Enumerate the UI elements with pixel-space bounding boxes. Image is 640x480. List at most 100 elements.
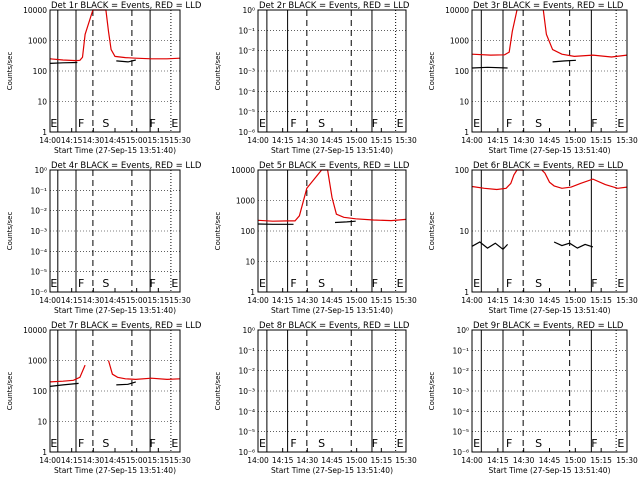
x-tick-label: 14:15 [487,456,509,465]
interval-marker-label: F [290,277,296,290]
x-tick-label: 14:15 [487,136,509,145]
interval-marker-label: E [50,277,57,290]
events-series-line [116,59,136,63]
plot-frame [49,9,181,133]
y-tick-label: 100 [455,166,470,175]
y-tick-label: 1000 [236,197,255,206]
interval-marker-label: E [397,277,404,290]
y-axis-label: Counts/sec [214,372,222,411]
interval-marker-label: F [372,277,378,290]
y-tick-label: 1 [464,128,469,137]
y-axis-label: Counts/sec [6,212,14,251]
x-tick-label: 15:00 [346,136,368,145]
x-tick-label: 15:30 [616,136,638,145]
y-tick-label: 100 [33,387,48,396]
y-tick-label: 10 [245,258,255,267]
x-tick-label: 14:30 [83,456,105,465]
interval-marker-label: S [318,117,325,130]
y-axis-label: Counts/sec [428,372,436,411]
x-tick-label: 14:15 [272,136,294,145]
lld-series-line [471,169,524,191]
events-series-line [334,220,356,224]
events-series-line [49,61,78,64]
x-tick-label: 14:15 [61,296,83,305]
y-tick-label: 1000 [28,37,47,46]
x-tick-label: 14:15 [61,136,83,145]
x-tick-label: 14:45 [104,296,126,305]
x-tick-label: 14:45 [104,456,126,465]
x-tick-label: 14:30 [513,136,535,145]
x-tick-label: 15:15 [148,296,170,305]
x-tick-label: 15:00 [126,456,148,465]
panel-title: Det 1r BLACK = Events, RED = LLD [51,1,202,11]
y-tick-label: 10⁻³ [30,227,47,236]
x-tick-label: 15:30 [395,456,417,465]
interval-marker-label: S [535,117,542,130]
x-tick-label: 15:00 [565,136,587,145]
panel-title: Det 5r BLACK = Events, RED = LLD [259,161,410,171]
y-tick-label: 10⁰ [456,326,469,335]
interval-marker-label: E [473,117,480,130]
y-tick-label: 10⁻³ [452,387,469,396]
interval-marker-label: F [591,117,597,130]
x-tick-label: 14:30 [513,456,535,465]
interval-marker-label: F [78,277,84,290]
y-tick-label: 10⁻² [30,207,47,216]
x-tick-label: 14:45 [539,456,561,465]
y-tick-label: 100 [33,67,48,76]
x-axis-label: Start Time (27-Sep-15 13:51:40) [489,306,611,315]
x-tick-label: 14:00 [247,296,269,305]
panel-title: Det 7r BLACK = Events, RED = LLD [51,321,202,331]
y-axis-label: Counts/sec [428,212,436,251]
interval-marker-label: F [372,117,378,130]
plot-frame [257,329,407,453]
panel-title: Det 9r BLACK = Events, RED = LLD [473,321,624,331]
interval-marker-label: E [171,277,178,290]
plot-frame [471,329,628,453]
lld-series-line [49,364,86,383]
y-axis-label: Counts/sec [6,52,14,91]
x-tick-label: 14:00 [461,456,483,465]
x-tick-label: 14:15 [272,456,294,465]
x-tick-label: 14:30 [297,136,319,145]
x-tick-label: 14:45 [321,136,343,145]
y-tick-label: 100 [241,227,256,236]
plot-frame [257,9,407,133]
interval-marker-label: E [617,437,624,450]
lld-series-line [49,9,181,62]
interval-marker-label: F [290,437,296,450]
y-tick-label: 10⁰ [242,326,255,335]
x-tick-label: 15:00 [126,136,148,145]
y-tick-label: 10⁻⁶ [452,448,469,457]
x-tick-label: 15:15 [148,136,170,145]
interval-marker-label: E [171,437,178,450]
x-tick-label: 14:45 [104,136,126,145]
lld-series-line [542,9,628,58]
y-tick-label: 1 [464,288,469,297]
x-tick-label: 14:45 [321,456,343,465]
x-tick-label: 14:15 [272,296,294,305]
x-tick-label: 15:30 [616,296,638,305]
interval-marker-label: S [318,277,325,290]
x-tick-label: 15:15 [371,296,393,305]
x-tick-label: 14:00 [461,136,483,145]
x-tick-label: 14:00 [39,456,61,465]
x-axis-label: Start Time (27-Sep-15 13:51:40) [489,466,611,475]
x-tick-label: 15:30 [395,136,417,145]
y-tick-label: 1 [42,128,47,137]
y-tick-label: 10⁻⁵ [30,268,47,277]
x-tick-label: 14:30 [83,136,105,145]
y-tick-label: 10⁻³ [238,67,255,76]
interval-marker-label: F [372,437,378,450]
x-tick-label: 14:30 [83,296,105,305]
y-tick-label: 10⁻⁵ [238,428,255,437]
plot-frame [49,329,181,453]
y-tick-label: 10⁻² [238,47,255,56]
x-tick-label: 14:00 [39,296,61,305]
x-tick-label: 14:00 [39,136,61,145]
y-tick-label: 1000 [28,357,47,366]
events-series-line [552,59,576,63]
interval-marker-label: F [150,117,156,130]
y-tick-label: 10 [459,227,469,236]
y-tick-label: 10000 [231,166,255,175]
